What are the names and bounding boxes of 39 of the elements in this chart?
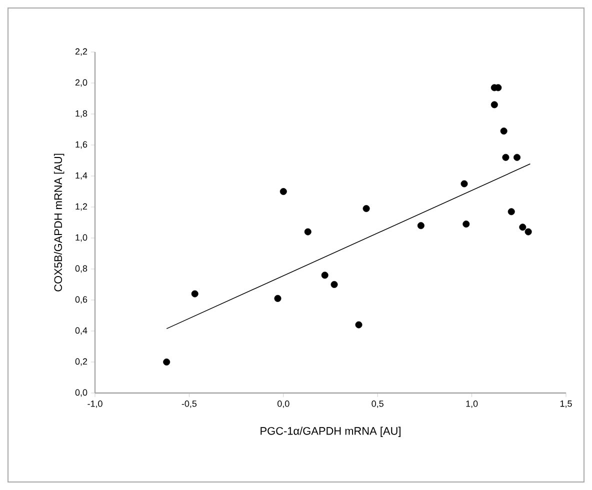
x-tick-label: -0,5	[182, 400, 197, 408]
y-tick-label: 2,0	[75, 79, 88, 87]
point	[508, 208, 515, 216]
point	[490, 101, 498, 108]
x-tick-label: 1,5	[560, 400, 572, 408]
x-tick-label: 0,5	[372, 400, 384, 408]
y-tick-label: 2,2	[75, 48, 88, 56]
point	[460, 180, 468, 188]
x-tick-label: 0,0	[278, 400, 290, 408]
point	[330, 281, 338, 288]
y-tick-label: 1,0	[76, 234, 88, 242]
y-tick-label: 1,4	[76, 172, 88, 180]
y-tick-label: 0,6	[75, 296, 88, 304]
y-axis-title: COX5B/GAPDH mRNA [AU]	[54, 154, 64, 292]
point	[524, 228, 532, 236]
point	[163, 358, 170, 366]
y-tick-label: 0,2	[75, 358, 88, 366]
y-tick-label: 1,8	[76, 110, 88, 118]
y-tick-label: 1,6	[76, 141, 88, 149]
y-tick-label: 0,8	[75, 265, 88, 273]
point	[502, 154, 510, 161]
point	[500, 128, 508, 135]
point	[362, 205, 370, 212]
y-tick-label: 0,4	[75, 327, 88, 335]
point	[280, 188, 287, 195]
point	[514, 154, 521, 161]
point	[321, 272, 328, 279]
point	[417, 222, 424, 230]
point	[191, 290, 198, 298]
point	[519, 224, 526, 231]
x-axis-title: PGC-1α/GAPDH mRNA [AU]	[260, 426, 400, 437]
point	[462, 220, 470, 228]
y-tick-label: 1,2	[76, 203, 88, 211]
point	[304, 228, 312, 236]
point	[274, 294, 282, 302]
x-tick-label: -1,0	[88, 400, 102, 408]
x-tick-label: 1,0	[466, 400, 478, 408]
point	[355, 321, 362, 328]
y-tick-label: 0,0	[75, 389, 88, 397]
